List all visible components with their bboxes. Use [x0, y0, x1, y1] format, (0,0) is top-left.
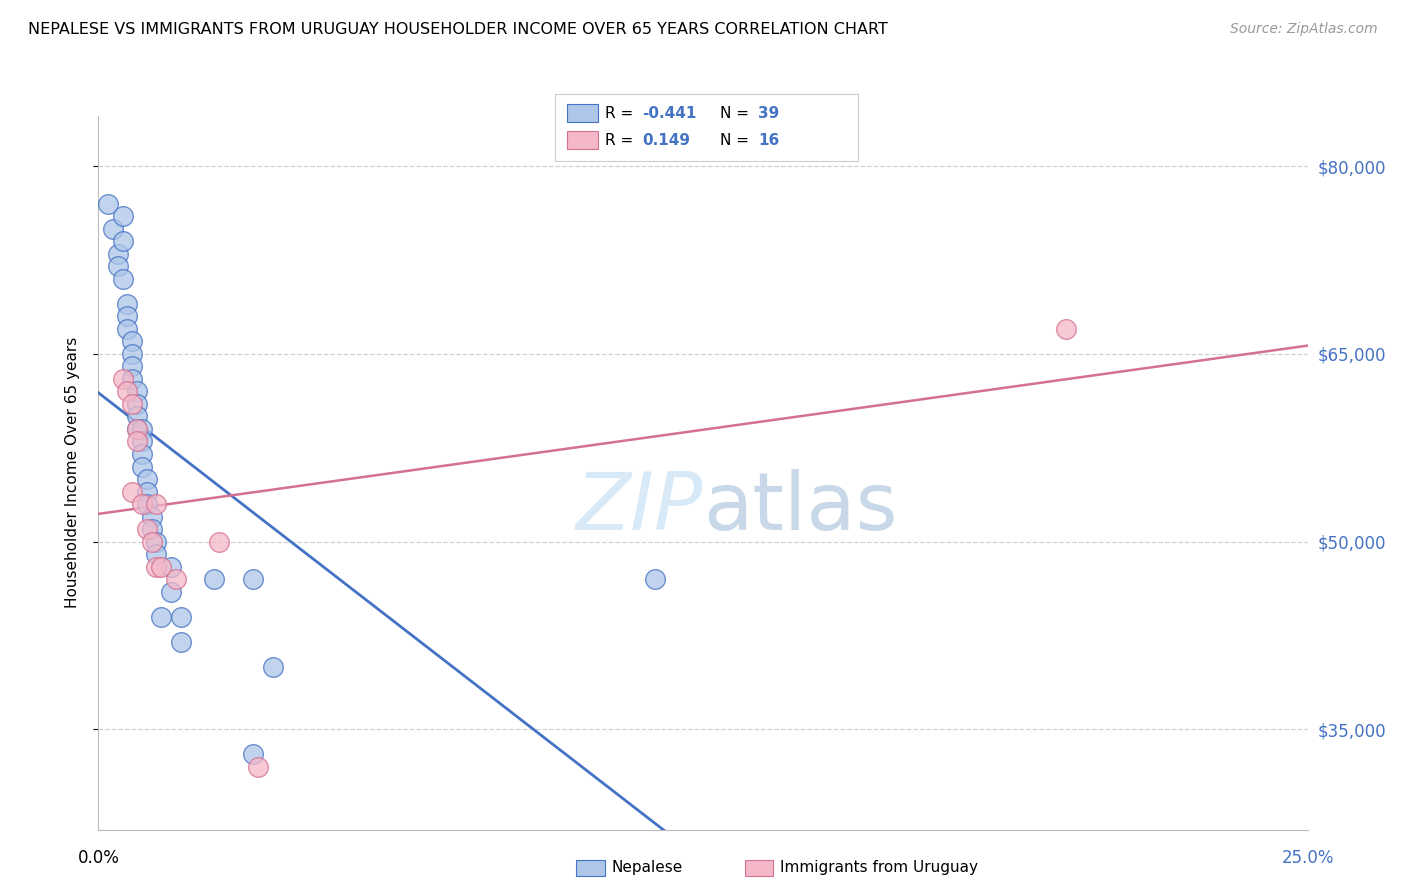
Point: [111, 209, 134, 223]
Point: [644, 572, 666, 586]
Point: [131, 497, 153, 511]
Point: [121, 359, 143, 374]
Point: [121, 484, 143, 499]
Point: [131, 422, 153, 436]
Text: N =: N =: [720, 106, 754, 120]
Point: [135, 484, 157, 499]
Point: [135, 497, 157, 511]
Text: Nepalese: Nepalese: [612, 860, 683, 874]
Text: R =: R =: [605, 133, 638, 147]
Point: [121, 334, 143, 349]
Point: [107, 246, 129, 260]
Text: N =: N =: [720, 133, 754, 147]
Point: [127, 409, 149, 424]
Text: NEPALESE VS IMMIGRANTS FROM URUGUAY HOUSEHOLDER INCOME OVER 65 YEARS CORRELATION: NEPALESE VS IMMIGRANTS FROM URUGUAY HOUS…: [28, 22, 889, 37]
Point: [145, 547, 167, 561]
Point: [127, 422, 149, 436]
Point: [127, 434, 149, 449]
Point: [165, 572, 187, 586]
Point: [121, 347, 143, 361]
Point: [111, 234, 134, 248]
Text: Immigrants from Uruguay: Immigrants from Uruguay: [780, 860, 979, 874]
Point: [117, 297, 139, 311]
Point: [127, 384, 149, 399]
Point: [121, 372, 143, 386]
Point: [145, 559, 167, 574]
Point: [262, 660, 284, 674]
Text: 16: 16: [758, 133, 779, 147]
Text: 25.0%: 25.0%: [1281, 849, 1334, 867]
Point: [131, 447, 153, 461]
Point: [150, 609, 173, 624]
Text: 0.0%: 0.0%: [77, 849, 120, 867]
Text: Source: ZipAtlas.com: Source: ZipAtlas.com: [1230, 22, 1378, 37]
Point: [135, 522, 157, 536]
Point: [141, 522, 163, 536]
Text: ZIP: ZIP: [575, 469, 703, 548]
Point: [145, 534, 167, 549]
Text: -0.441: -0.441: [643, 106, 697, 120]
Point: [150, 559, 173, 574]
Point: [169, 609, 191, 624]
Text: 39: 39: [758, 106, 779, 120]
Point: [111, 372, 134, 386]
Text: 0.149: 0.149: [643, 133, 690, 147]
Point: [242, 747, 264, 762]
Point: [97, 196, 120, 211]
Text: R =: R =: [605, 106, 638, 120]
Point: [1054, 322, 1077, 336]
Point: [117, 322, 139, 336]
Point: [117, 310, 139, 324]
Point: [141, 534, 163, 549]
Point: [131, 434, 153, 449]
Text: atlas: atlas: [703, 469, 897, 548]
Point: [101, 221, 124, 235]
Point: [117, 384, 139, 399]
Point: [135, 472, 157, 486]
Point: [145, 497, 167, 511]
Point: [160, 584, 183, 599]
Point: [169, 634, 191, 648]
Point: [111, 271, 134, 285]
Point: [121, 397, 143, 411]
Point: [141, 509, 163, 524]
Point: [242, 572, 264, 586]
Point: [127, 422, 149, 436]
Point: [160, 559, 183, 574]
Point: [247, 760, 270, 774]
Point: [107, 259, 129, 273]
Point: [204, 572, 226, 586]
Point: [127, 397, 149, 411]
Point: [131, 459, 153, 474]
Point: [208, 534, 231, 549]
Y-axis label: Householder Income Over 65 years: Householder Income Over 65 years: [65, 337, 80, 608]
